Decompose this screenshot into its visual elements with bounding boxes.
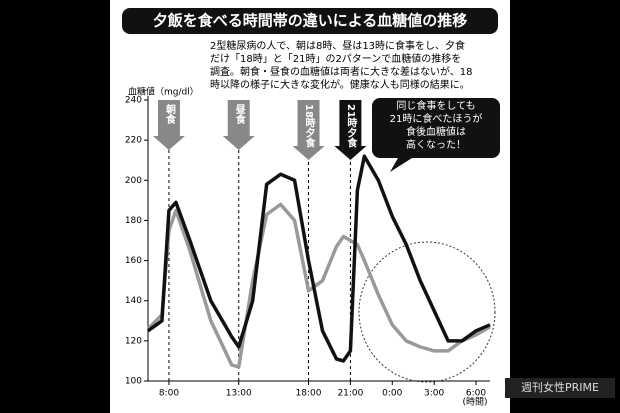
description-line: 時以降の様子に大きな変化が。健康な人も同様の結果に。 (210, 78, 470, 91)
y-tick-label: 220 (125, 136, 142, 146)
y-tick-label: 120 (125, 336, 142, 346)
x-tick-label: 0:00 (382, 389, 402, 399)
callout-line: 高くなった！ (406, 138, 466, 151)
y-tick-label: 160 (125, 256, 142, 266)
series-line (146, 154, 491, 363)
x-tick-label: 13:00 (226, 389, 252, 399)
chart-title: 夕飯を食べる時間帯の違いによる血糖値の推移 (153, 12, 468, 30)
description-line: 調査。朝食・昼食の血糖値は両者に大きな差はないが、18 (210, 65, 473, 78)
y-axis-label: 血糖値（mg/dl） (128, 86, 199, 98)
meal-arrow (292, 100, 325, 160)
y-tick-label: 140 (125, 296, 142, 306)
x-axis-label: (時間) (462, 397, 487, 408)
meal-arrow (152, 100, 185, 150)
watermark-bg (505, 378, 615, 398)
y-tick-label: 240 (125, 96, 142, 106)
meal-label: 18時夕食 (303, 104, 316, 149)
callout-line: 食後血糖値は (406, 125, 466, 138)
x-tick-label: 21:00 (337, 389, 363, 399)
x-tick-label: 3:00 (424, 389, 444, 399)
meal-arrow (222, 100, 255, 150)
series-line (146, 202, 491, 369)
meal-label: 朝食 (163, 103, 176, 125)
meal-label: 21時夕食 (345, 104, 358, 149)
x-tick-label: 8:00 (159, 389, 179, 399)
y-tick-label: 180 (125, 216, 142, 226)
callout-box (372, 98, 500, 172)
title-banner (122, 8, 498, 34)
x-tick-label: 18:00 (296, 389, 322, 399)
description-line: だけ「18時」と「21時」の2パターンで血糖値の推移を (210, 52, 461, 65)
y-tick-label: 200 (125, 176, 142, 186)
highlight-circle (358, 241, 496, 383)
callout-line: 21時に食べたほうが (390, 112, 483, 125)
description-line: 2型糖尿病の人で、朝は8時、昼は13時に食事をし、夕食 (210, 39, 465, 52)
callout-line: 同じ食事をしても (396, 99, 475, 112)
meal-label: 昼食 (233, 104, 246, 125)
y-tick-label: 100 (125, 377, 142, 387)
x-tick-label: 6:00 (466, 389, 486, 399)
meal-arrow (334, 100, 367, 160)
watermark: 週刊女性PRIME (521, 380, 599, 394)
